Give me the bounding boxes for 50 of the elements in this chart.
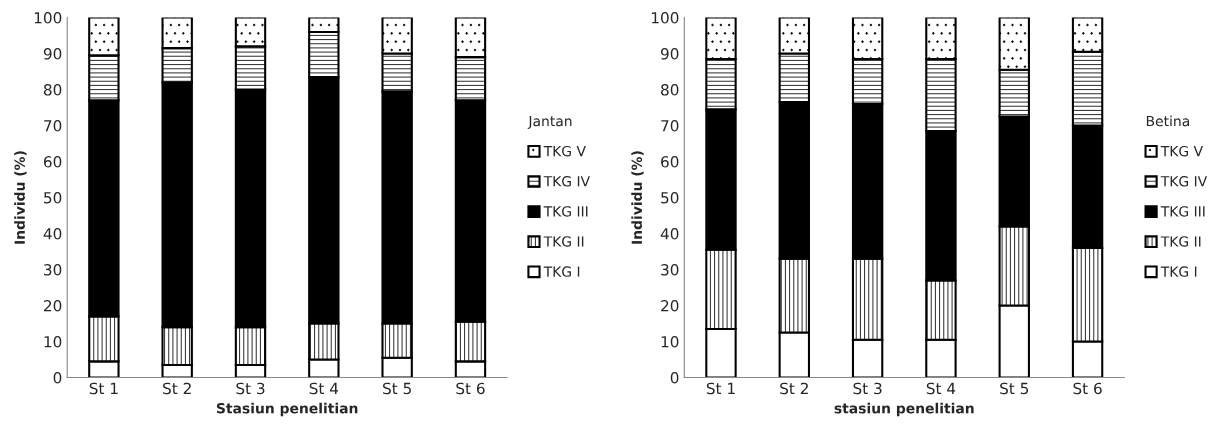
x-tick-label: St 1 <box>706 382 735 395</box>
y-tick-label: 40 <box>660 228 679 240</box>
y-tick-label: 100 <box>651 12 679 24</box>
y-tick-label: 10 <box>44 336 62 348</box>
legend-label: TKG I <box>1160 266 1197 277</box>
legend-title: Jantan <box>527 115 572 129</box>
x-tick-label: St 2 <box>780 382 808 395</box>
y-tick-label: 80 <box>43 84 62 96</box>
x-tick-label: St 3 <box>236 382 265 395</box>
x-tick-label: St 5 <box>383 382 411 395</box>
y-axis-title: Individu (%) <box>14 151 27 244</box>
y-tick-label: 70 <box>661 120 679 132</box>
x-tick-label: St 4 <box>926 382 956 395</box>
y-axis-title: Individu (%) <box>631 151 644 244</box>
legend-label: TKG I <box>543 266 580 277</box>
legend-label: TKG V <box>1160 145 1203 157</box>
y-tick-label: 100 <box>34 12 62 24</box>
y-tick-label: 30 <box>44 264 62 276</box>
y-tick-label: 50 <box>661 192 679 204</box>
x-tick-label: St 6 <box>1073 382 1102 395</box>
x-tick-label: St 5 <box>1000 382 1029 395</box>
x-axis-title: Stasiun penelitian <box>216 402 358 417</box>
legend-label: TKG III <box>543 206 588 217</box>
y-tick-label: 90 <box>660 48 679 60</box>
legend-label: TKG IV <box>1160 176 1208 187</box>
y-tick-label: 30 <box>661 264 679 276</box>
y-tick-label: 20 <box>661 300 679 312</box>
legend-label: TKG IV <box>543 176 590 187</box>
y-tick-label: 90 <box>43 48 62 60</box>
y-tick-label: 60 <box>661 156 679 168</box>
x-axis-title: stasiun penelitian <box>834 402 974 417</box>
y-tick-label: 60 <box>43 156 62 168</box>
x-tick-label: St 1 <box>89 382 118 395</box>
x-tick-label: St 4 <box>309 382 339 395</box>
x-tick-label: St 2 <box>163 382 191 395</box>
y-tick-label: 40 <box>43 228 62 240</box>
y-tick-label: 70 <box>44 120 62 132</box>
y-tick-label: 0 <box>53 372 62 384</box>
x-tick-label: St 6 <box>456 382 485 395</box>
legend-title: Betina <box>1146 115 1189 127</box>
y-tick-label: 80 <box>661 84 679 96</box>
y-tick-label: 10 <box>661 336 679 348</box>
x-tick-label: St 3 <box>853 382 882 395</box>
legend-label: TKG II <box>1160 236 1201 247</box>
legend-label: TKG V <box>543 145 586 157</box>
y-tick-label: 20 <box>44 300 62 312</box>
y-tick-label: 50 <box>44 192 62 204</box>
legend-label: TKG III <box>1160 206 1205 217</box>
legend-label: TKG II <box>543 236 584 247</box>
y-tick-label: 0 <box>670 372 679 384</box>
